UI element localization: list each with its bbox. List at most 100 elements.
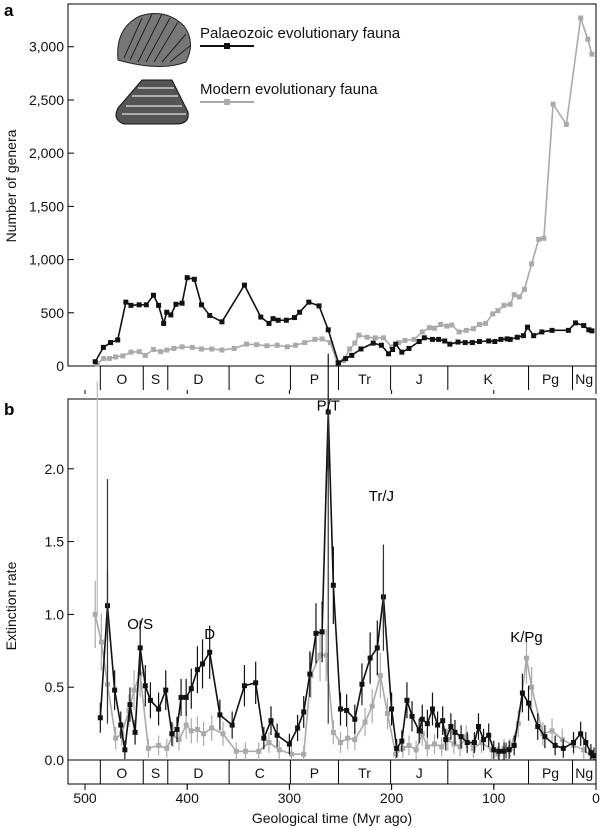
panel-b-data-point <box>268 718 274 724</box>
panel-b-data-point <box>92 611 98 617</box>
panel-a-data-point <box>243 341 249 347</box>
panel-a-data-point <box>161 320 167 326</box>
panel-a-data-point <box>207 312 213 318</box>
panel-b-data-point <box>519 690 525 696</box>
panel-b-data-point <box>344 707 350 713</box>
panel-b-data-point <box>132 729 138 735</box>
panel-b-data-point <box>362 719 368 725</box>
panel-a-data-point <box>306 299 312 305</box>
panel-a-data-point <box>399 349 405 355</box>
panel-a-data-point <box>275 317 281 323</box>
panel-b-data-point <box>475 724 481 730</box>
panel-a-data-point <box>164 309 170 315</box>
panel-a-data-point <box>514 334 520 340</box>
panel-b-data-point <box>424 744 430 750</box>
panel-a-data-point <box>402 337 408 343</box>
panel-a-data-point <box>115 337 121 343</box>
panel-a-period-label: S <box>151 371 160 387</box>
panel-a-data-point <box>581 323 587 329</box>
panel-a: 0 500 1,000 1,500 2,000 2,500 3,000 Number of … <box>3 3 597 394</box>
panel-a-data-point <box>254 342 260 348</box>
panel-b-series <box>92 353 597 760</box>
panel-b-data-point <box>385 710 391 716</box>
panel-b-data-point <box>163 687 169 693</box>
panel-a-data-point <box>476 339 482 345</box>
panel-b-x-tick-label: 300 <box>278 790 302 806</box>
panel-a-data-point <box>429 336 435 342</box>
panel-a-data-point <box>456 329 462 335</box>
panel-b-data-point <box>122 747 128 753</box>
panel-b-data-point <box>581 747 587 753</box>
panel-b-data-point <box>535 724 541 730</box>
panel-a-data-point <box>426 325 432 331</box>
panel-a-data-point <box>507 336 513 342</box>
panel-a-data-point <box>536 236 542 242</box>
panel-b-annotation: Tr/J <box>369 488 394 505</box>
panel-a-data-point <box>370 340 376 346</box>
panel-b-data-point <box>404 697 410 703</box>
panel-a-data-point <box>191 276 197 282</box>
panel-a-data-point <box>476 321 482 327</box>
panel-a-period-label: Pg <box>542 371 559 387</box>
panel-b-x-tick-label: 100 <box>482 790 506 806</box>
panel-b-data-point <box>261 735 267 741</box>
panel-b-data-point <box>511 742 517 748</box>
panel-b-data-point <box>131 687 137 693</box>
panel-b-period-label: Ng <box>575 765 593 781</box>
panel-a-data-point <box>199 346 205 352</box>
panel-b-y-ticks: 0.0 0.5 1.0 1.5 2.0 <box>45 461 74 768</box>
panel-b-data-point <box>452 729 458 735</box>
panel-a-data-point <box>539 329 545 335</box>
panel-a-data-point <box>442 338 448 344</box>
panel-a-data-point <box>231 345 237 351</box>
panel-a-data-point <box>107 356 113 362</box>
panel-a-data-point <box>349 352 355 358</box>
panel-b-data-point <box>552 742 558 748</box>
panel-b-data-point <box>113 735 119 741</box>
panel-a-data-point <box>495 308 501 314</box>
brachiopod-shell-icon <box>117 13 191 68</box>
panel-a-data-point <box>325 327 331 333</box>
panel-a-y-tick-label: 1,000 <box>29 252 64 268</box>
panel-a-data-point <box>356 332 362 338</box>
panel-a-data-point <box>531 333 537 339</box>
panel-a-data-point <box>585 36 591 42</box>
panel-b-y-tick-label: 0.5 <box>45 679 65 695</box>
panel-b-data-point <box>174 726 180 732</box>
panel-b: 0.0 0.5 1.0 1.5 2.0 500 400 300 200 100 0 Extinct… <box>3 353 600 826</box>
panel-a-y-axis-label: Number of genera <box>3 129 19 242</box>
panel-a-data-point <box>113 354 119 360</box>
panel-b-data-point <box>274 732 280 738</box>
panel-a-y-tick-label: 3,000 <box>29 39 64 55</box>
panel-b-data-point <box>571 740 577 746</box>
panel-b-frame <box>67 398 597 785</box>
panel-a-data-point <box>128 302 134 308</box>
panel-a-data-point <box>589 51 595 57</box>
panel-a-data-point <box>319 336 325 342</box>
panel-b-data-point <box>301 709 307 715</box>
panel-b-data-point <box>429 706 435 712</box>
panel-a-data-point <box>219 347 225 353</box>
panel-b-data-point <box>440 718 446 724</box>
panel-a-data-point <box>550 101 556 107</box>
panel-a-y-ticks: 0 500 1,000 1,500 2,000 2,500 3,000 <box>29 39 74 374</box>
panel-a-data-point <box>372 335 378 341</box>
panel-b-data-point <box>241 683 247 689</box>
panel-a-data-point <box>150 347 156 353</box>
panel-b-data-point <box>559 737 565 743</box>
panel-b-data-point <box>352 716 358 722</box>
panel-b-data-point <box>471 740 477 746</box>
panel-b-data-point <box>200 661 206 667</box>
panel-b-data-point <box>156 742 162 748</box>
panel-a-data-point <box>490 311 496 317</box>
panel-b-annotation: O/S <box>127 616 153 633</box>
panel-b-data-point <box>588 750 594 756</box>
panel-b-data-point <box>338 740 343 746</box>
panel-a-data-point <box>436 336 442 342</box>
panel-b-data-point <box>242 748 248 754</box>
panel-a-period-label: P <box>310 371 319 387</box>
panel-a-data-point <box>156 302 162 308</box>
panel-b-data-point <box>194 667 200 673</box>
panel-b-period-label: J <box>416 765 423 781</box>
panel-a-data-point <box>389 344 395 350</box>
